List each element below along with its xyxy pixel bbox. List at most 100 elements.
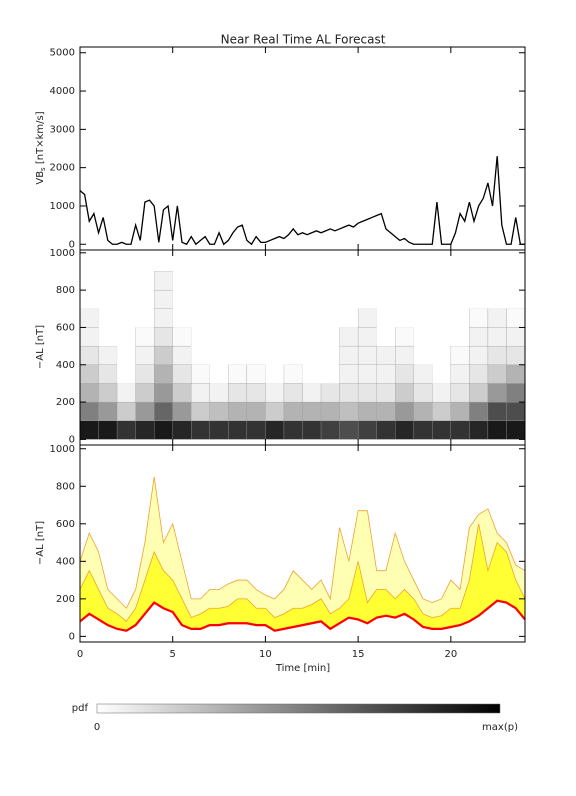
y-tick-label: 200 — [56, 594, 75, 605]
heatmap-cell — [320, 401, 340, 421]
heatmap-cell — [302, 290, 322, 309]
heatmap-cell — [487, 308, 507, 328]
heatmap-cell — [487, 290, 507, 309]
heatmap-cell — [228, 420, 248, 440]
heatmap-cell — [154, 401, 173, 421]
heatmap-cell — [413, 383, 433, 403]
heatmap-cell — [469, 420, 489, 440]
heatmap-cell — [413, 420, 433, 440]
heatmap-cell — [228, 364, 248, 384]
heatmap-cell — [135, 271, 155, 291]
heatmap-cell — [80, 271, 99, 291]
heatmap-cell — [265, 271, 284, 291]
heatmap-cell — [117, 364, 136, 384]
heatmap-cell — [302, 327, 322, 347]
heatmap-cell — [376, 401, 396, 421]
heatmap-cell — [191, 420, 210, 440]
heatmap-cell — [506, 308, 525, 328]
y-tick-label: 4000 — [50, 86, 75, 97]
heatmap-cell — [98, 290, 118, 309]
heatmap-cell — [283, 420, 303, 440]
heatmap-cell — [135, 364, 155, 384]
heatmap-cell — [506, 383, 525, 403]
x-tick-label: 10 — [259, 649, 272, 660]
y-tick-label: 0 — [69, 434, 75, 445]
heatmap-cell — [506, 345, 525, 365]
band-edge — [80, 476, 525, 609]
heatmap-cell — [469, 345, 489, 365]
heatmap-cell — [209, 420, 229, 440]
heatmap-cell — [469, 401, 489, 421]
heatmap-cell — [117, 271, 136, 291]
heatmap-cell — [246, 327, 266, 347]
heatmap-cell — [339, 345, 359, 365]
heatmap-cell — [172, 271, 192, 291]
heatmap-cell — [432, 420, 451, 440]
heatmap-cell — [395, 308, 414, 328]
heatmap-cell — [246, 420, 266, 440]
heatmap-cell — [80, 308, 99, 328]
heatmap-cell — [80, 383, 99, 403]
heatmap-cell — [413, 290, 433, 309]
heatmap-cell — [265, 327, 284, 347]
heatmap-cell — [191, 383, 210, 403]
heatmap-cell — [209, 290, 229, 309]
heatmap-cell — [376, 327, 396, 347]
heatmap-cell — [395, 327, 414, 347]
heatmap-cell — [320, 383, 340, 403]
heatmap-cell — [116, 401, 136, 421]
heatmap-cell — [265, 308, 284, 328]
heatmap-cell — [246, 383, 266, 403]
heatmap-cell — [209, 346, 229, 365]
heatmap-cell — [283, 308, 303, 328]
colorbar — [96, 703, 501, 714]
heatmap-cell — [172, 383, 192, 403]
y-tick-label: 0 — [69, 631, 75, 642]
heatmap-cell — [339, 420, 359, 440]
heatmap-cell — [450, 308, 470, 328]
heatmap-cell — [469, 271, 488, 291]
heatmap-cell — [80, 364, 99, 384]
heatmap-cell — [283, 271, 303, 291]
x-tick-label: 20 — [444, 649, 457, 660]
heatmap-cell — [209, 401, 229, 421]
heatmap-cell — [339, 271, 359, 291]
heatmap-cell — [395, 290, 414, 309]
heatmap-cell — [154, 271, 173, 291]
y-axis-label: VBs [nT×km/s] — [35, 111, 47, 184]
heatmap-cell — [191, 308, 210, 328]
heatmap-cell — [209, 383, 229, 403]
heatmap-cell — [358, 271, 377, 291]
heatmap-cell — [321, 327, 340, 347]
heatmap-cell — [246, 401, 266, 421]
heatmap-cell — [154, 327, 173, 347]
heatmap-cell — [487, 383, 507, 403]
y-tick-label: 2000 — [50, 163, 75, 174]
heatmap-cell — [302, 308, 322, 328]
heatmap-cell — [339, 327, 359, 347]
heatmap-cell — [413, 327, 433, 347]
y-axis-label: −AL [nT] — [35, 521, 46, 565]
heatmap-cell — [80, 420, 99, 440]
heatmap-cell — [413, 308, 433, 328]
heatmap-cell — [432, 290, 451, 309]
heatmap-cell — [172, 364, 192, 384]
heatmap-cell — [395, 271, 414, 291]
heatmap-cell — [154, 308, 173, 328]
heatmap-cell — [172, 420, 192, 440]
heatmap-cell — [98, 364, 118, 384]
y-tick-label: 600 — [56, 322, 75, 333]
heatmap-cell — [413, 346, 433, 365]
heatmap-cell — [450, 345, 470, 365]
heatmap-cell — [432, 383, 451, 403]
heatmap-cell — [172, 401, 192, 421]
heatmap-cell — [191, 401, 210, 421]
heatmap-cell — [469, 364, 489, 384]
heatmap-cell — [191, 290, 210, 309]
data-line — [80, 599, 525, 632]
heatmap-cell — [339, 290, 359, 309]
heatmap-cell — [246, 290, 266, 309]
heatmap-cell — [376, 271, 396, 291]
heatmap-cell — [506, 290, 525, 309]
band-area — [80, 523, 525, 631]
